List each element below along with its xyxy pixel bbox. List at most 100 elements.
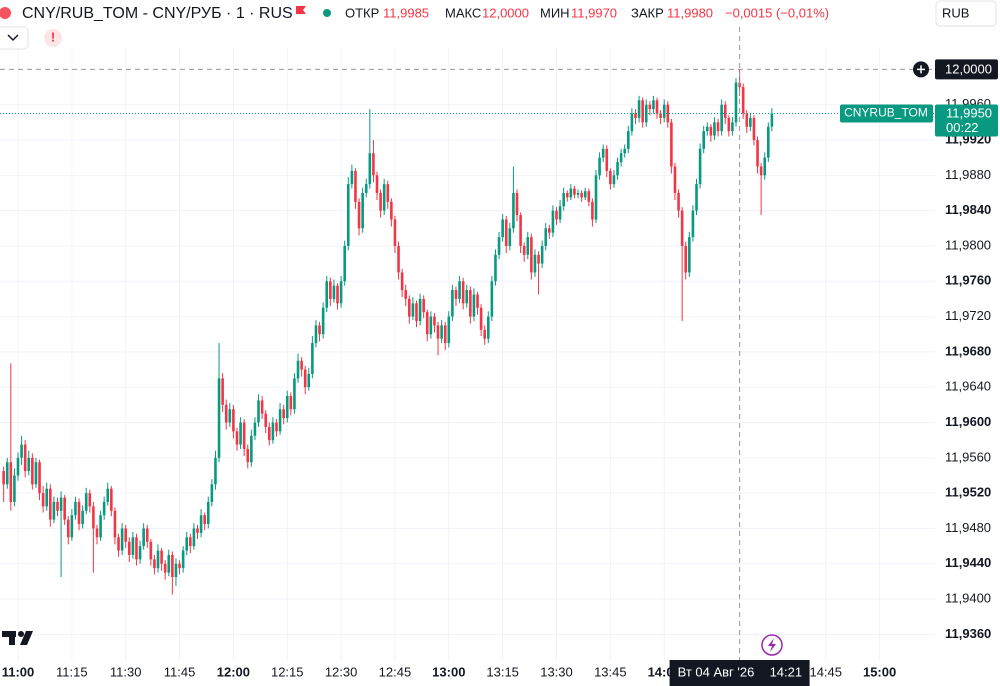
candle-body bbox=[167, 554, 171, 573]
candle-body bbox=[688, 237, 691, 273]
candle-body bbox=[131, 537, 135, 555]
currency-button[interactable] bbox=[935, 0, 997, 27]
candle-body bbox=[63, 497, 66, 520]
header-bg bbox=[0, 0, 935, 27]
candle-body bbox=[332, 285, 336, 299]
candle-body bbox=[515, 192, 519, 216]
candle-body bbox=[483, 329, 486, 339]
y-tick-label: 11,9680 bbox=[945, 343, 991, 358]
x-tick-label: 12:30 bbox=[325, 664, 358, 679]
candle-body bbox=[673, 166, 677, 193]
candle-body bbox=[662, 104, 666, 118]
candle-body bbox=[189, 537, 192, 547]
candle-body bbox=[282, 409, 285, 419]
candle-body bbox=[27, 457, 31, 472]
candle-body bbox=[138, 546, 142, 560]
y-tick-label: 11,9520 bbox=[945, 485, 991, 500]
x-tick-label: 13:15 bbox=[486, 664, 519, 679]
flag-icon[interactable] bbox=[296, 6, 306, 14]
candle-body bbox=[393, 219, 397, 246]
candle-body bbox=[655, 100, 659, 114]
candle-body bbox=[181, 550, 185, 569]
x-tick-label: 13:00 bbox=[432, 664, 465, 679]
candle-body bbox=[433, 316, 436, 326]
warning-icon[interactable] bbox=[44, 29, 62, 47]
candle-body bbox=[616, 162, 619, 176]
candle-body bbox=[289, 396, 293, 410]
candle-body bbox=[641, 100, 644, 123]
time-axis-bg bbox=[0, 660, 1000, 686]
candle-body bbox=[756, 140, 759, 167]
crosshair-price-bg bbox=[935, 59, 998, 80]
y-tick-label: 11,9600 bbox=[945, 414, 991, 429]
candle-body bbox=[734, 82, 738, 123]
candle-body bbox=[512, 192, 515, 229]
candle-body bbox=[153, 559, 156, 569]
candle-body bbox=[275, 422, 278, 432]
candle-body bbox=[314, 325, 318, 344]
candle-body bbox=[142, 528, 145, 547]
y-tick-label: 11,9360 bbox=[945, 626, 991, 641]
candle-body bbox=[88, 493, 92, 507]
candle-body bbox=[268, 426, 271, 441]
x-tick-label: 11:15 bbox=[56, 664, 88, 679]
candle-body bbox=[339, 281, 343, 304]
candle-body bbox=[472, 294, 476, 317]
candle-body bbox=[759, 166, 763, 176]
countdown: 00:22 bbox=[946, 120, 979, 135]
candle-body bbox=[206, 501, 210, 525]
y-tick-label: 11,9760 bbox=[945, 273, 991, 288]
y-tick-label: 11,9440 bbox=[945, 555, 991, 570]
candle-body bbox=[644, 104, 648, 123]
candle-body bbox=[49, 488, 52, 520]
y-tick-label: 11,9640 bbox=[945, 379, 991, 394]
candle-body bbox=[741, 87, 745, 114]
candle-body bbox=[318, 325, 321, 335]
candle-body bbox=[709, 126, 713, 136]
candle-body bbox=[479, 307, 483, 330]
candle-body bbox=[74, 501, 77, 516]
candle-body bbox=[752, 117, 756, 141]
candle-body bbox=[591, 201, 594, 220]
low-value: 11,9970 bbox=[571, 5, 617, 20]
y-tick-label: 11,9480 bbox=[945, 520, 991, 535]
candle-body bbox=[666, 104, 670, 123]
candle-body bbox=[630, 113, 634, 132]
candle-body bbox=[135, 537, 138, 560]
candle-body bbox=[382, 184, 386, 211]
y-tick-label: 11,9800 bbox=[945, 237, 991, 252]
candle-body bbox=[548, 228, 551, 233]
candle-body bbox=[117, 537, 120, 551]
candle-body bbox=[372, 153, 375, 176]
candle-body bbox=[508, 228, 512, 246]
candle-body bbox=[425, 312, 429, 335]
candle-body bbox=[562, 192, 565, 207]
candle-body bbox=[66, 519, 70, 538]
candle-body bbox=[242, 422, 246, 449]
warning-mark: ! bbox=[51, 29, 55, 44]
candle-body bbox=[486, 316, 490, 339]
candle-body bbox=[346, 184, 350, 246]
candle-body bbox=[77, 501, 81, 525]
candle-body bbox=[490, 281, 494, 317]
chevron-icon bbox=[7, 34, 19, 42]
candle-body bbox=[285, 396, 289, 419]
candle-body bbox=[92, 506, 95, 529]
candle-body bbox=[221, 378, 224, 405]
x-tick-label: 12:15 bbox=[271, 664, 304, 679]
candle-body bbox=[375, 175, 379, 193]
symbol-title[interactable]: CNY/RUB_TOM - CNY/РУБ · 1 · RUS bbox=[22, 5, 293, 22]
candle-body bbox=[429, 316, 433, 335]
crosshair-time: 14:21 bbox=[770, 664, 803, 679]
currency[interactable]: RUB bbox=[942, 5, 969, 20]
candle-body bbox=[81, 510, 84, 525]
candle-body bbox=[59, 497, 63, 511]
candle-body bbox=[70, 515, 74, 538]
candle-body bbox=[52, 501, 56, 520]
candle-body bbox=[156, 550, 160, 569]
candle-body bbox=[16, 457, 20, 476]
grid bbox=[0, 47, 935, 660]
candle-body bbox=[311, 343, 314, 374]
candle-body bbox=[350, 170, 354, 185]
candle-body bbox=[390, 201, 393, 220]
